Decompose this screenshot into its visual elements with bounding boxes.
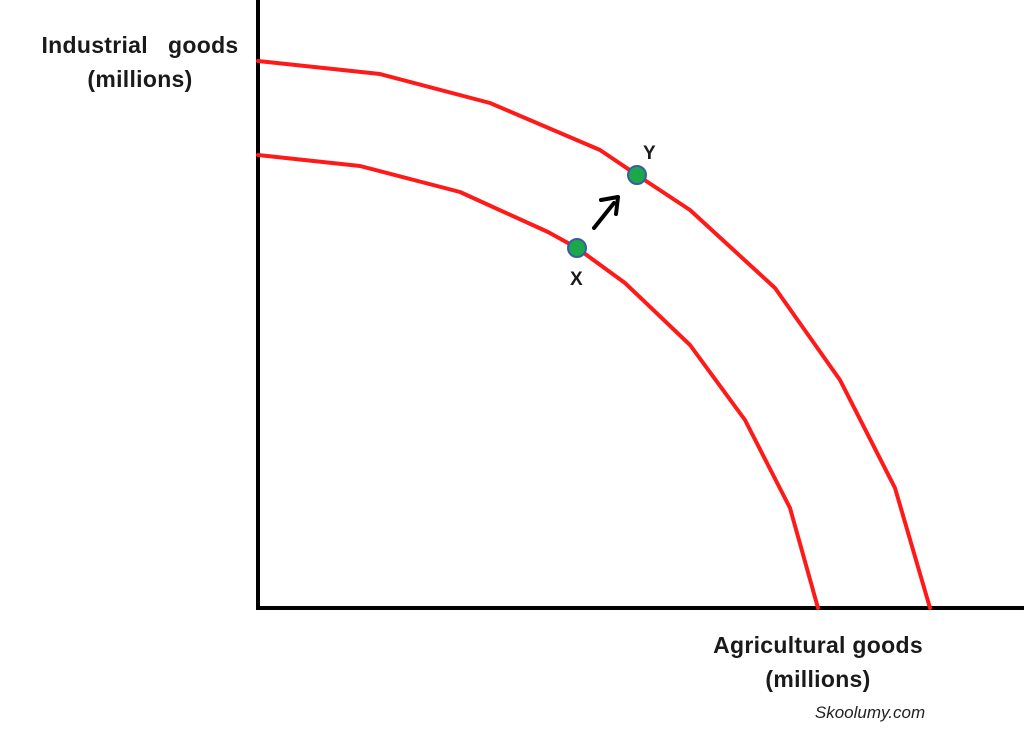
point-y: [627, 165, 647, 185]
outer-ppf-curve: [256, 59, 932, 610]
shift-arrow-icon: [592, 195, 620, 230]
inner-ppf-curve: [256, 153, 820, 610]
x-axis-label-line2: (millions): [765, 666, 871, 692]
x-axis-label-line1: Agricultural goods: [713, 632, 923, 658]
point-y-label: Y: [643, 143, 656, 164]
point-x: [567, 238, 587, 258]
y-axis-label-line2: (millions): [87, 66, 193, 92]
point-x-label: X: [570, 269, 583, 290]
y-axis-label: Industrial goods (millions): [30, 28, 250, 96]
watermark: Skoolumy.com: [814, 703, 926, 722]
x-axis-label: Agricultural goods (millions): [700, 628, 936, 696]
y-axis-label-line1: Industrial goods: [41, 32, 239, 58]
